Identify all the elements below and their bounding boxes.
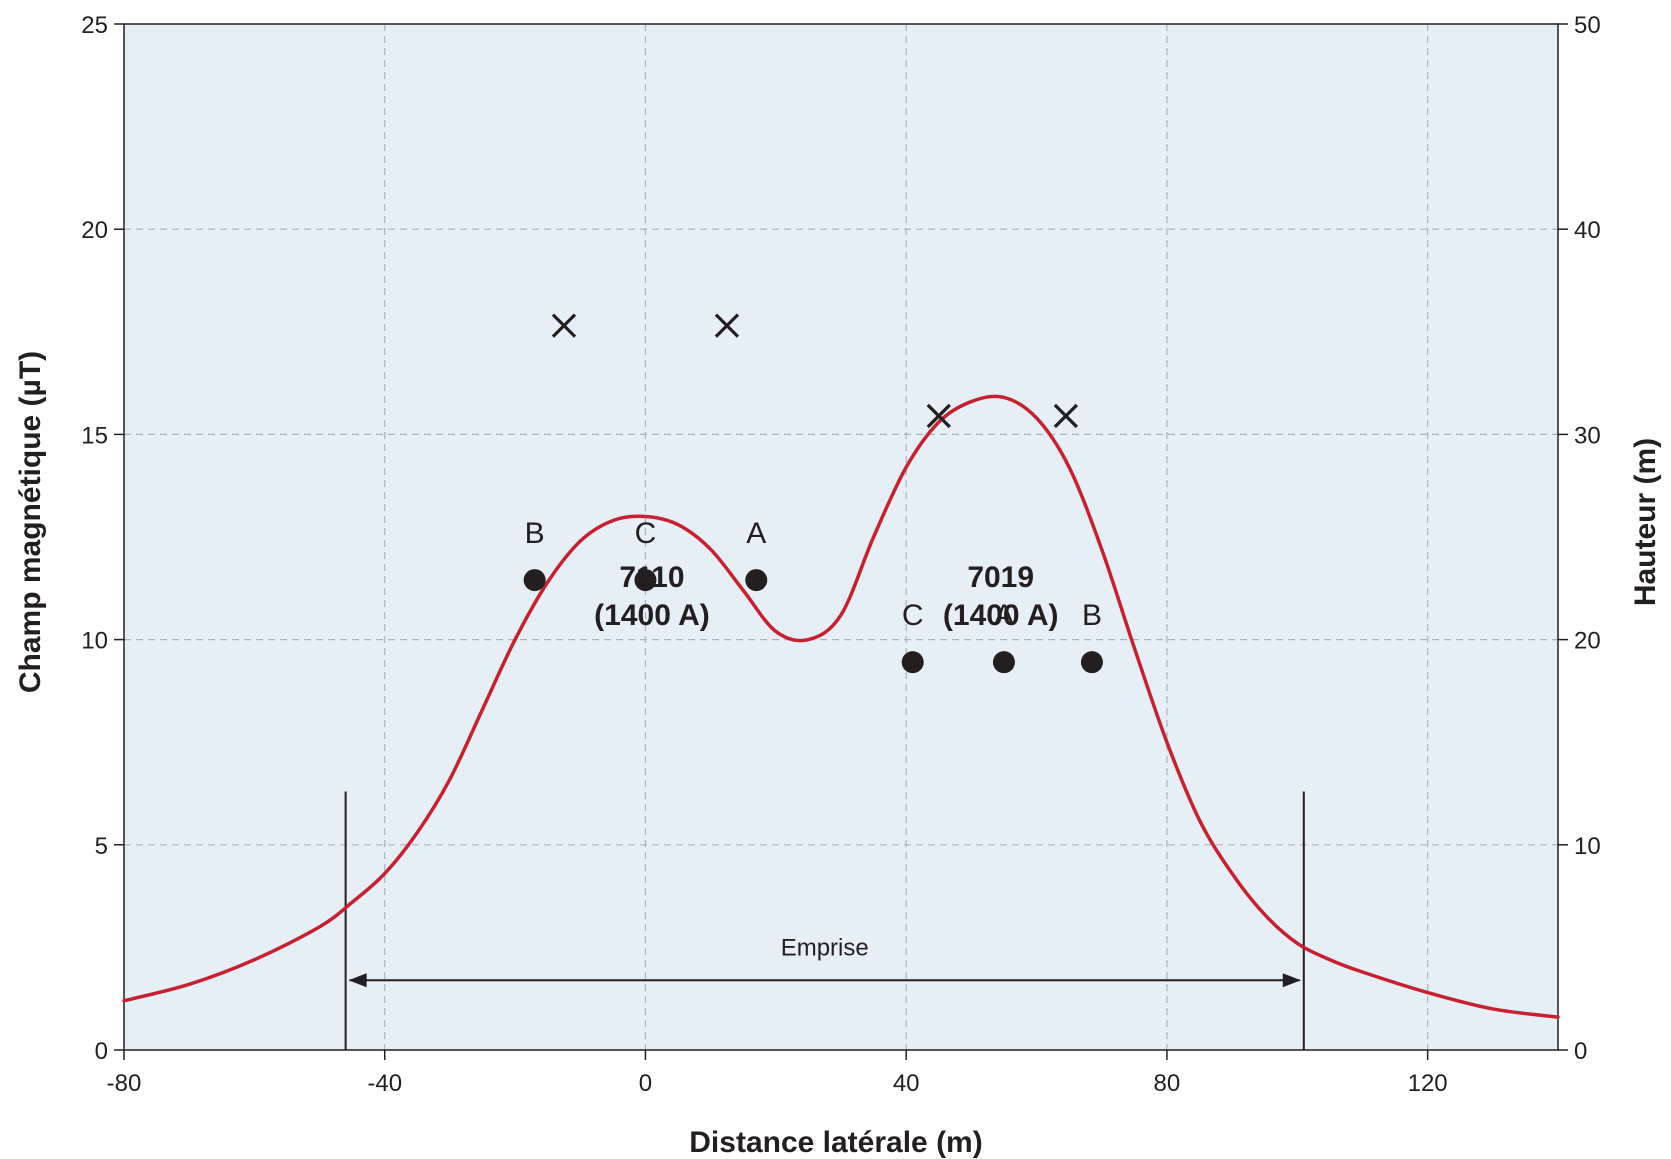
y-tick-label: 25 <box>81 12 108 39</box>
phase-point <box>523 569 546 592</box>
circuit-labels: 7110 (1400 A) 7019 (1400 A) <box>594 561 1058 632</box>
axis-ticks: -80 -40 0 40 80 120 0 5 10 15 20 25 0 10 20 30 40 50 <box>81 12 1600 1097</box>
x-axis-title: Distance latérale (m) <box>689 1126 982 1159</box>
plot-background <box>124 24 1558 1050</box>
emprise-arrow-right-head <box>1282 973 1301 988</box>
phase-point <box>901 651 924 674</box>
y-tick-label: 20 <box>81 217 108 244</box>
phase-label: C <box>635 517 657 550</box>
x-tick-label: -40 <box>367 1070 402 1097</box>
circuit-id-label: 7110 <box>619 561 684 594</box>
circuit-current-label: (1400 A) <box>594 599 710 632</box>
x-tick-label: 80 <box>1154 1070 1181 1097</box>
y2-tick-label: 20 <box>1574 628 1601 655</box>
y2-tick-label: 50 <box>1574 12 1601 39</box>
conductor-cross-marker <box>551 313 577 338</box>
conductor-cross-marker <box>714 313 740 338</box>
phase-point <box>634 569 657 592</box>
phase-point <box>992 651 1015 674</box>
x-tick-label: 40 <box>893 1070 920 1097</box>
conductor-cross-marker <box>1053 403 1079 429</box>
y-tick-label: 5 <box>95 833 108 860</box>
y2-tick-label: 30 <box>1574 422 1601 449</box>
y2-tick-label: 0 <box>1574 1038 1587 1065</box>
conductor-cross-marker <box>926 403 951 429</box>
y-axis-title: Champ magnétique (µT) <box>14 351 47 693</box>
circuit-id-label: 7019 <box>967 561 1034 594</box>
phase-label: B <box>1082 599 1102 632</box>
y2-axis-title: Hauteur (m) <box>1629 438 1662 606</box>
phase-label: A <box>994 599 1014 632</box>
x-tick-label: -80 <box>107 1070 142 1097</box>
y2-tick-label: 40 <box>1574 217 1601 244</box>
y-tick-label: 0 <box>95 1038 108 1065</box>
grid-lines <box>124 24 1558 1050</box>
emprise-arrow-left-head <box>348 973 367 988</box>
plot-frame <box>123 23 1559 1051</box>
x-tick-label: 0 <box>639 1070 652 1097</box>
conductor-markers: B C A C A B <box>523 313 1103 674</box>
y-tick-label: 15 <box>81 422 108 449</box>
magnetic-field-curve <box>122 394 1560 1019</box>
x-tick-label: 120 <box>1408 1070 1448 1097</box>
y-tick-label: 10 <box>81 628 108 655</box>
phase-point <box>1080 651 1103 674</box>
emprise-label: Emprise <box>781 935 869 962</box>
y2-tick-label: 10 <box>1574 833 1601 860</box>
phase-point <box>745 569 768 592</box>
phase-label: B <box>525 517 545 550</box>
phase-label: A <box>746 517 766 550</box>
phase-label: C <box>902 599 924 632</box>
field-curve-layer <box>122 394 1560 1019</box>
circuit-current-label: (1400 A) <box>943 599 1059 632</box>
emprise-annotation: Emprise <box>344 791 1305 1050</box>
